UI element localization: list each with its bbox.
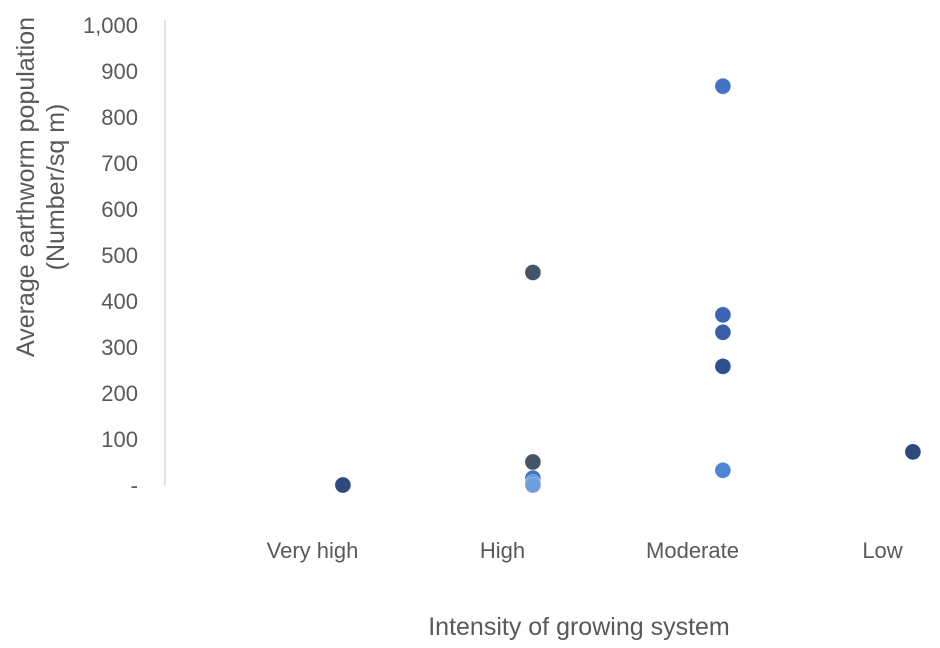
y-tick-label: -: [131, 473, 138, 498]
y-tick-label: 200: [101, 381, 138, 406]
x-tick-label: Moderate: [646, 538, 739, 563]
y-axis-title-line2: (Number/sq m): [42, 104, 70, 271]
data-points: [334, 77, 922, 494]
y-tick-label: 100: [101, 427, 138, 452]
x-axis-tick-labels: Very high High Moderate Low: [267, 538, 903, 563]
data-point: [904, 443, 922, 461]
data-point: [524, 264, 542, 281]
data-point: [714, 77, 732, 95]
y-axis-title-line1: Average earthworm population: [12, 17, 40, 357]
x-tick-label: Low: [862, 538, 902, 563]
y-tick-label: 400: [101, 289, 138, 314]
y-axis-tick-labels: - 100 200 300 400 500 600 700 800 900 1,000: [83, 13, 138, 498]
y-tick-label: 1,000: [83, 13, 138, 38]
data-point: [714, 323, 732, 341]
y-tick-label: 700: [101, 151, 138, 176]
y-tick-label: 600: [101, 197, 138, 222]
data-point: [524, 453, 542, 471]
x-tick-label: High: [480, 538, 525, 563]
y-tick-label: 900: [101, 59, 138, 84]
data-point: [334, 476, 352, 494]
data-point: [524, 476, 542, 494]
y-tick-label: 500: [101, 243, 138, 268]
data-point: [714, 461, 732, 479]
y-tick-label: 800: [101, 105, 138, 130]
y-axis-title: Average earthworm population (Number/sq …: [12, 17, 70, 357]
x-axis-title: Intensity of growing system: [428, 613, 730, 641]
x-tick-label: Very high: [267, 538, 359, 563]
y-tick-label: 300: [101, 335, 138, 360]
data-point: [714, 306, 732, 324]
data-point: [714, 358, 732, 375]
